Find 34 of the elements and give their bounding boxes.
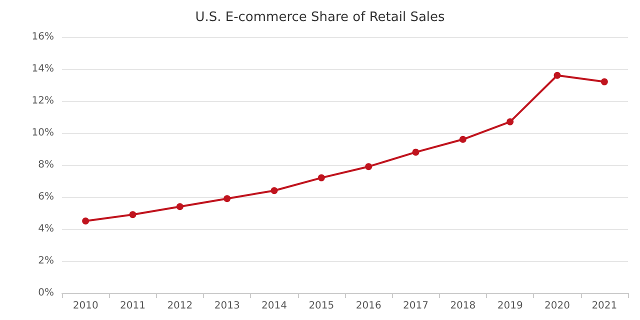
x-tick-label: 2017 [403,300,428,312]
point [412,148,420,156]
x-tick-label: 2020 [544,300,570,312]
x-tick-label: 2019 [497,300,523,312]
point [82,218,90,224]
x-tick-label: 2015 [308,300,334,312]
y-tick-label: 2% [38,256,54,266]
x-tick-label: 2010 [72,300,98,312]
y-tick-label: 12% [32,96,54,106]
x-tick-label: 2011 [120,300,146,312]
point [554,72,561,79]
x-tick-label: 2016 [356,300,382,312]
chart-title: U.S. E-commerce Share of Retail Sales [195,10,446,25]
y-tick-label: 6% [38,192,54,202]
point [506,118,514,126]
x-tick-label: 2012 [167,300,193,312]
point [365,163,372,170]
y-tick-label: 16% [32,32,54,42]
x-tick-label: 2021 [592,300,618,312]
point [318,174,325,182]
point [224,195,231,202]
x-tick-label: 2014 [262,300,287,312]
point [600,78,608,86]
point [176,203,184,210]
point [129,211,136,218]
y-tick-label: 10% [32,128,54,138]
y-tick-label: 14% [32,64,54,74]
y-tick-label: 8% [38,160,54,170]
point [459,136,466,143]
point [270,187,278,194]
y-tick-label: 4% [38,224,54,234]
x-tick-label: 2013 [214,300,240,312]
y-tick-label: 0% [38,288,54,298]
x-tick-label: 2018 [450,300,476,312]
